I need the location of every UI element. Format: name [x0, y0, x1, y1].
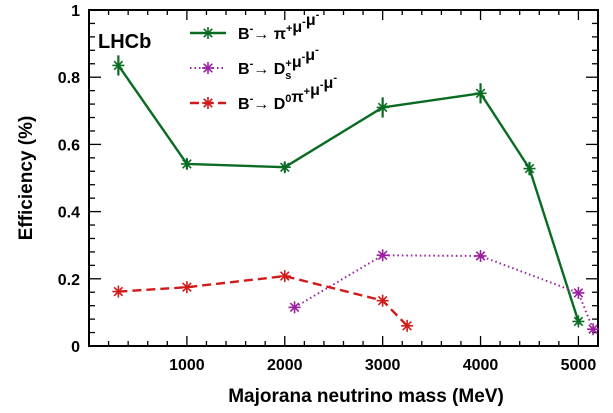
x-tick-label: 1000: [169, 357, 205, 374]
data-point: [474, 249, 487, 262]
y-tick-label: 0.8: [58, 70, 80, 87]
legend: B-→ π+μ-μ-B-→ Ds+μ-μ-B-→ D0π+μ-μ-: [190, 9, 337, 113]
data-point: [112, 285, 125, 298]
data-point: [587, 323, 600, 336]
data-point: [376, 101, 389, 114]
legend-marker: [202, 27, 214, 39]
data-point: [112, 59, 125, 72]
data-point: [278, 161, 291, 174]
data-point: [572, 286, 585, 299]
series-line: [118, 274, 408, 327]
y-tick-label: 0: [71, 339, 80, 356]
series-layer: [112, 55, 600, 336]
data-point: [474, 87, 487, 100]
x-tick-label: 5000: [561, 357, 597, 374]
data-point: [401, 319, 414, 332]
x-tick-label: 3000: [365, 357, 401, 374]
x-tick-label: 4000: [463, 357, 499, 374]
y-tick-label: 0.6: [58, 137, 80, 154]
legend-label: B-→ D0π+μ-μ-: [238, 72, 337, 113]
x-tick-label: 2000: [267, 357, 303, 374]
y-tick-label: 0.2: [58, 272, 80, 289]
data-point: [180, 281, 193, 294]
y-axis-title: Efficiency (%): [16, 116, 37, 241]
y-tick-label: 0.4: [58, 205, 80, 222]
data-point: [278, 270, 291, 283]
data-point: [376, 249, 389, 262]
data-point: [180, 157, 193, 170]
x-axis-title: Majorana neutrino mass (MeV): [228, 386, 504, 407]
legend-marker: [202, 62, 214, 74]
y-tick-label: 1: [71, 3, 80, 20]
data-point: [572, 315, 585, 328]
y-axis-ticks: 0 0.2 0.4 0.6 0.8 1: [58, 3, 598, 356]
experiment-label: LHCb: [98, 31, 151, 53]
series-line: [294, 254, 595, 330]
legend-marker: [202, 97, 214, 109]
legend-label: B-→ Ds+μ-μ-: [238, 44, 319, 82]
data-point: [376, 294, 389, 307]
legend-label: B-→ π+μ-μ-: [238, 9, 320, 43]
data-point: [288, 301, 301, 314]
plot-frame: [88, 9, 599, 347]
x-axis-ticks: 1000 2000 3000 4000 5000: [88, 10, 599, 374]
data-point: [523, 162, 536, 175]
